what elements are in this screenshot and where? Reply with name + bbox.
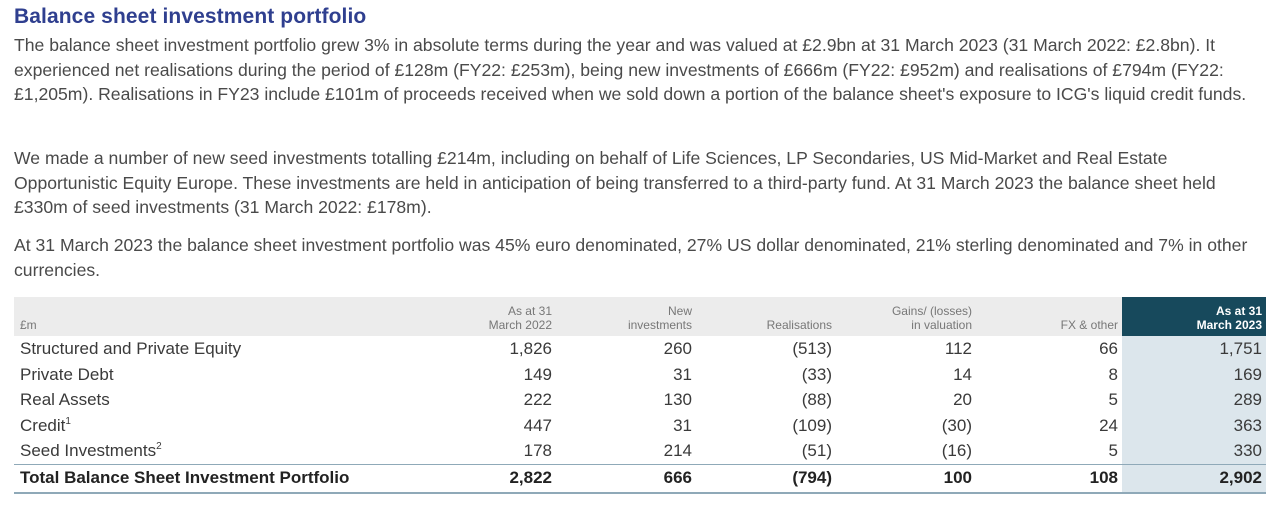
cell-value: 260 (663, 339, 692, 358)
cell-value: 149 (523, 364, 552, 384)
cell-value: 130 (663, 390, 692, 409)
cell-value-highlight: 363 (1122, 412, 1266, 438)
row-label: Real Assets (20, 390, 110, 409)
cell-value-highlight: 1,751 (1122, 336, 1266, 362)
table-header-row: £m As at 31 March 2022 New investments Rea… (14, 297, 1266, 336)
cell-value-highlight: 330 (1122, 438, 1266, 464)
table-row: Credit1 447 31 (109) (30) 24 363 (14, 412, 1266, 438)
total-value-highlight: 2,902 (1122, 463, 1266, 494)
cell-value: 178 (523, 441, 552, 460)
total-value: 2,822 (427, 463, 556, 494)
table-row: Real Assets 222 130 (88) 20 5 289 (14, 387, 1266, 413)
cell-value-highlight: 169 (1122, 361, 1266, 387)
row-label: Seed Investments2 (20, 441, 162, 460)
portfolio-table: £m As at 31 March 2022 New investments Rea… (14, 297, 1266, 494)
paragraph-seed-investments: We made a number of new seed investments… (14, 148, 1216, 218)
section-title: Balance sheet investment portfolio (14, 5, 367, 28)
cell-value: (109) (792, 415, 832, 435)
row-label: Structured and Private Equity (20, 339, 242, 358)
footnote-marker: 1 (65, 415, 71, 427)
cell-value: 112 (944, 339, 972, 358)
total-value: 666 (556, 463, 696, 494)
header-fx-other: FX & other (1060, 318, 1118, 332)
cell-value: (16) (941, 441, 972, 460)
cell-value: (51) (801, 441, 832, 460)
cell-value: 14 (953, 364, 972, 384)
header-realisations: Realisations (766, 318, 832, 332)
total-value: 100 (836, 463, 976, 494)
cell-value: 214 (663, 441, 692, 460)
table-row: Seed Investments2 178 214 (51) (16) 5 33… (14, 438, 1266, 464)
cell-value: (33) (801, 364, 832, 384)
cell-value: 20 (953, 390, 972, 409)
header-march-2023: As at 31 March 2023 (1122, 297, 1266, 336)
table-row: Private Debt 149 31 (33) 14 8 169 (14, 361, 1266, 387)
cell-value: 66 (1099, 339, 1118, 358)
cell-value: 31 (673, 364, 692, 384)
footnote-marker: 2 (156, 441, 162, 452)
total-label: Total Balance Sheet Investment Portfolio (14, 463, 427, 494)
cell-value: 222 (523, 390, 552, 409)
table-total-row: Total Balance Sheet Investment Portfolio… (14, 463, 1266, 494)
cell-value: 31 (673, 415, 692, 435)
row-label: Private Debt (20, 364, 114, 384)
cell-value: 5 (1108, 441, 1118, 460)
header-gains-losses: Gains/ (losses) in valuation (891, 304, 972, 332)
header-new-investments: New investments (627, 304, 692, 332)
total-value: 108 (976, 463, 1122, 494)
cell-value: (513) (792, 339, 832, 358)
paragraph-portfolio-growth: The balance sheet investment portfolio g… (14, 35, 1247, 105)
cell-value: 447 (523, 415, 552, 435)
cell-value-highlight: 289 (1122, 387, 1266, 413)
row-label: Credit1 (20, 415, 71, 435)
cell-value: 5 (1108, 390, 1118, 409)
total-value: (794) (696, 463, 836, 494)
cell-value: (30) (941, 415, 972, 435)
header-units: £m (20, 318, 37, 332)
cell-value: 24 (1099, 415, 1118, 435)
cell-value: 8 (1108, 364, 1118, 384)
header-march-2022: As at 31 March 2022 (488, 304, 552, 332)
table-row: Structured and Private Equity 1,826 260 … (14, 336, 1266, 362)
cell-value: (88) (801, 390, 832, 409)
cell-value: 1,826 (509, 339, 552, 358)
paragraph-currency-split: At 31 March 2023 the balance sheet inves… (14, 235, 1248, 280)
